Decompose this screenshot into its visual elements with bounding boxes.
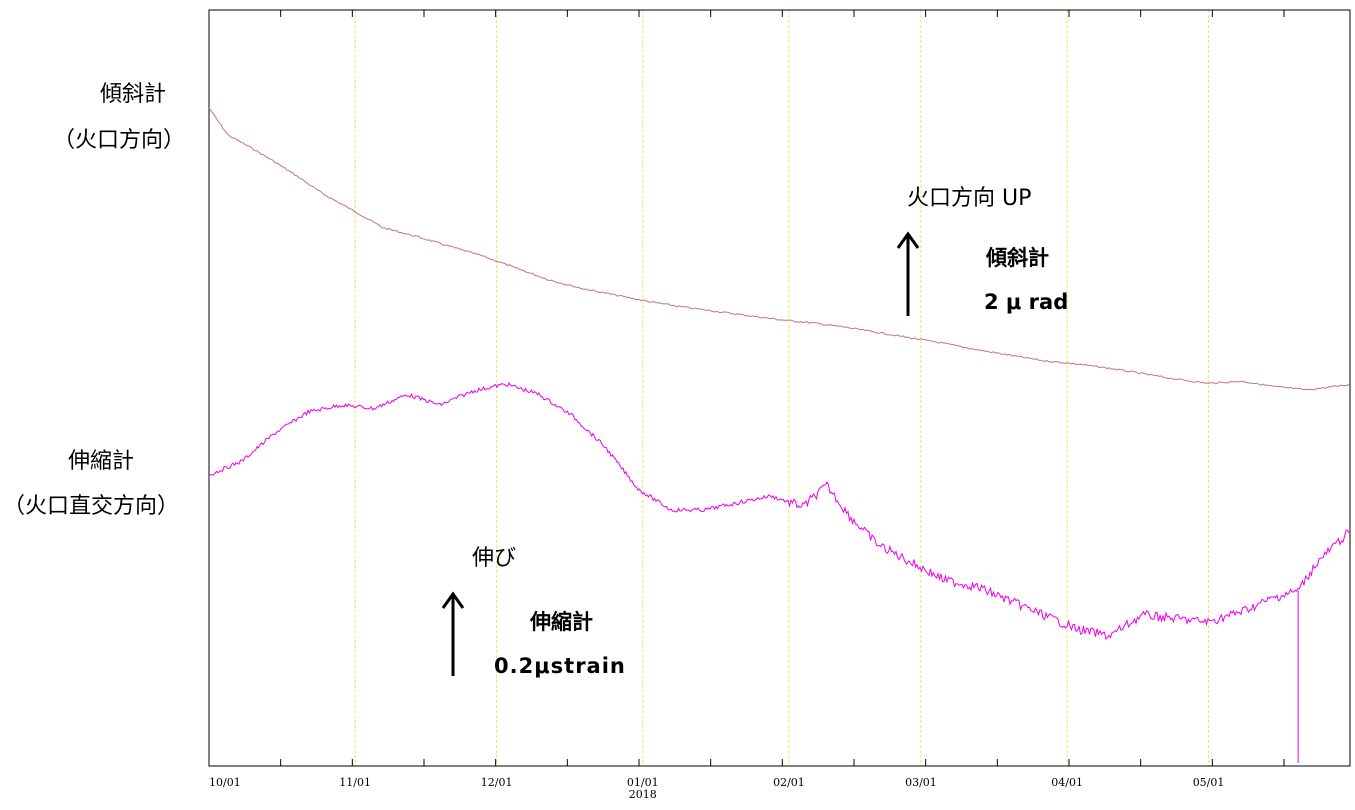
strain-up-arrow-icon <box>441 591 465 676</box>
series-line-strain <box>208 382 1350 641</box>
x-tick-label: 02/01 <box>773 776 805 789</box>
x-tick-label: 12/01 <box>481 776 513 789</box>
x-tick-label: 10/01 <box>209 776 241 789</box>
tilt-scale-value: 2 μ rad <box>984 290 1069 314</box>
grid-lines <box>354 10 1210 766</box>
x-tick-label: 03/01 <box>905 776 937 789</box>
x-tick-label: 05/01 <box>1193 776 1225 789</box>
x-tick-label: 11/01 <box>339 776 371 789</box>
plot-frame <box>208 9 1351 767</box>
strain-direction-label: （火口直交方向） <box>3 494 180 519</box>
x-tick-label: 04/01 <box>1051 776 1083 789</box>
tilt-scale-name: 傾斜計 <box>986 246 1049 270</box>
strain-scale-value: 0.2μstrain <box>494 654 626 678</box>
x-axis-ticks <box>208 10 1285 766</box>
x-axis-tick-labels: 10/01 11/01 12/01 01/01 02/01 03/01 04/01 05/01 <box>209 776 1224 789</box>
tilt-up-arrow-icon <box>896 231 920 316</box>
x-axis-year-label: 2018 <box>629 788 657 801</box>
series-line-tilt <box>208 107 1350 391</box>
strain-name-label: 伸縮計 <box>68 449 135 474</box>
tilt-up-label: 火口方向 UP <box>907 186 1032 211</box>
x-tick-label: 01/01 <box>627 776 659 789</box>
tilt-direction-label: （火口方向） <box>53 128 186 153</box>
strain-up-label: 伸び <box>472 546 517 571</box>
tilt-name-label: 傾斜計 <box>100 82 167 107</box>
strain-scale-name: 伸縮計 <box>530 610 593 634</box>
